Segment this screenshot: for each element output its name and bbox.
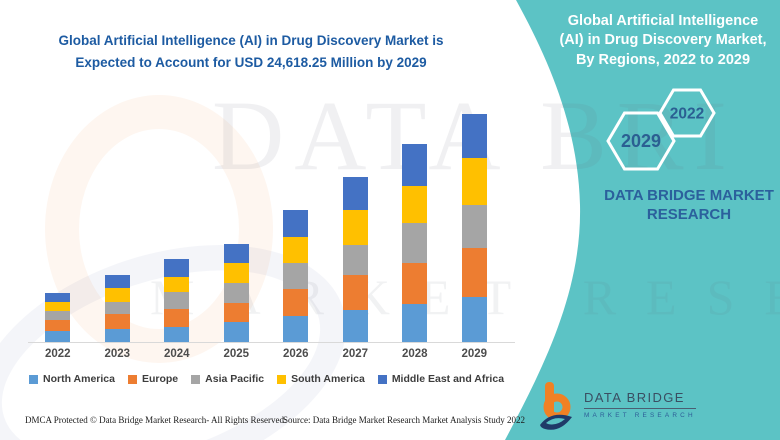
bar-segment-2025-asia-pacific <box>223 283 249 303</box>
bar-segment-2025-north-america <box>223 322 249 342</box>
stacked-bar-chart: 2022 2023 2024 2025 2026 2027 2028 2029 <box>28 110 504 368</box>
bar-segment-2025-middle-east-and-africa <box>223 243 249 264</box>
bar-column-2023: 2023 <box>88 110 148 368</box>
panel-brand-text: DATA BRIDGE MARKET RESEARCH <box>604 187 774 223</box>
bar-stack-2027 <box>342 110 368 342</box>
hexagon-2022-outline <box>658 88 716 138</box>
bar-segment-2027-europe <box>342 275 368 310</box>
bar-column-2026: 2026 <box>266 110 326 368</box>
bar-segment-2028-middle-east-and-africa <box>402 144 428 187</box>
bar-stack-2023 <box>104 110 130 342</box>
chart-title: Global Artificial Intelligence (AI) in D… <box>58 33 444 70</box>
bar-segment-2023-asia-pacific <box>104 301 130 315</box>
bar-segment-2026-north-america <box>283 315 309 342</box>
bar-column-2025: 2025 <box>207 110 267 368</box>
hexagon-year-2029: 2029 <box>621 131 661 151</box>
legend-label: North America <box>43 373 115 385</box>
bar-segment-2022-middle-east-and-africa <box>45 292 71 302</box>
logo-name: DATA BRIDGE <box>584 390 696 409</box>
bar-segment-2024-europe <box>164 308 190 327</box>
bar-stack-2024 <box>164 110 190 342</box>
bar-stack-2026 <box>283 110 309 342</box>
x-axis-label-2022: 2022 <box>44 348 71 360</box>
databridge-logo-icon <box>540 382 572 430</box>
x-axis-label-2029: 2029 <box>461 348 488 360</box>
databridge-logo: DATA BRIDGE MARKET RESEARCH <box>538 381 696 433</box>
source-note: Source: Data Bridge Market Research Mark… <box>283 415 525 425</box>
bar-segment-2029-north-america <box>461 296 487 342</box>
bar-segment-2029-europe <box>461 248 487 297</box>
legend-item-south-america: South America <box>277 373 365 385</box>
legend-label: Europe <box>141 373 179 385</box>
bar-stack-2029 <box>461 110 487 342</box>
legend-swatch <box>277 374 287 384</box>
chart-legend: North America Europe Asia Pacific South Ame… <box>29 373 515 385</box>
x-axis-line <box>28 342 515 343</box>
bar-segment-2024-asia-pacific <box>164 291 190 309</box>
bar-segment-2025-south-america <box>223 263 249 284</box>
x-axis-label-2028: 2028 <box>401 348 428 360</box>
legend-item-middle-east-and-africa: Middle East and Africa <box>377 373 505 385</box>
x-axis-label-2026: 2026 <box>282 348 309 360</box>
bar-column-2028: 2028 <box>385 110 445 368</box>
hexagon-year-2022: 2022 <box>670 106 704 123</box>
bar-segment-2027-south-america <box>342 209 368 245</box>
bar-segment-2028-north-america <box>402 303 428 342</box>
legend-swatch <box>191 374 201 384</box>
bar-segment-2024-south-america <box>164 277 190 292</box>
bar-segment-2028-europe <box>402 263 428 304</box>
legend-swatch <box>29 374 38 384</box>
bar-segment-2025-europe <box>223 302 249 323</box>
legend-item-asia-pacific: Asia Pacific <box>191 373 264 385</box>
bar-segment-2028-asia-pacific <box>402 223 428 264</box>
bar-column-2024: 2024 <box>147 110 207 368</box>
year-hexagons: 2022 2029 <box>606 88 716 171</box>
bar-segment-2027-north-america <box>342 309 368 342</box>
bar-segment-2022-north-america <box>45 331 71 342</box>
legend-swatch <box>377 374 387 384</box>
bar-segment-2029-asia-pacific <box>461 204 487 249</box>
bar-segment-2023-middle-east-and-africa <box>104 274 130 289</box>
legend-label: South America <box>291 373 365 385</box>
legend-swatch <box>127 374 137 384</box>
bar-segment-2029-middle-east-and-africa <box>461 114 487 158</box>
bar-column-2022: 2022 <box>28 110 88 368</box>
bar-segment-2028-south-america <box>402 186 428 224</box>
bar-segment-2027-asia-pacific <box>342 244 368 276</box>
bar-segment-2024-north-america <box>164 326 190 342</box>
bar-segment-2026-south-america <box>283 236 309 264</box>
bar-segment-2026-europe <box>283 289 309 316</box>
bar-segment-2023-north-america <box>104 328 130 342</box>
x-axis-label-2025: 2025 <box>223 348 250 360</box>
bar-segment-2022-asia-pacific <box>45 310 71 320</box>
bar-segment-2022-europe <box>45 320 71 331</box>
hexagon-2029-outline <box>606 111 676 171</box>
x-axis-label-2027: 2027 <box>342 348 369 360</box>
bar-segment-2023-europe <box>104 314 130 329</box>
side-panel-title: Global Artificial Intelligence (AI) in D… <box>559 13 767 68</box>
logo-subtitle: MARKET RESEARCH <box>584 412 696 419</box>
bar-segment-2022-south-america <box>45 302 71 311</box>
x-axis-label-2023: 2023 <box>104 348 131 360</box>
bar-stack-2028 <box>402 110 428 342</box>
legend-item-north-america: North America <box>29 373 115 385</box>
bar-stack-2022 <box>45 110 71 342</box>
bar-segment-2027-middle-east-and-africa <box>342 177 368 210</box>
bar-segment-2024-middle-east-and-africa <box>164 258 190 278</box>
bar-stack-2025 <box>223 110 249 342</box>
bar-segment-2026-asia-pacific <box>283 263 309 290</box>
bar-column-2029: 2029 <box>445 110 505 368</box>
bar-column-2027: 2027 <box>326 110 386 368</box>
dmca-notice: DMCA Protected © Data Bridge Market Rese… <box>25 415 287 425</box>
legend-label: Asia Pacific <box>205 373 265 385</box>
bar-segment-2023-south-america <box>104 288 130 302</box>
legend-item-europe: Europe <box>127 373 179 385</box>
x-axis-label-2024: 2024 <box>163 348 190 360</box>
bar-segment-2026-middle-east-and-africa <box>283 210 309 237</box>
bar-segment-2029-south-america <box>461 157 487 205</box>
legend-label: Middle East and Africa <box>391 373 505 385</box>
